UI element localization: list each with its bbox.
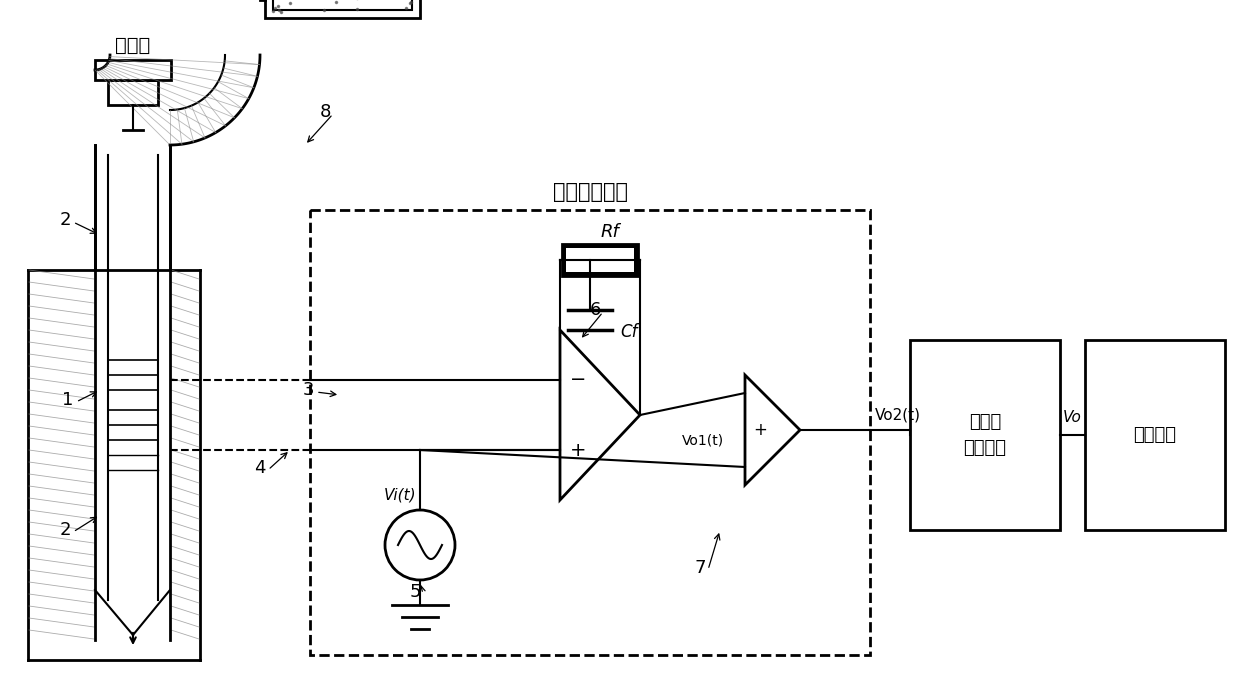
Text: 传感器: 传感器 [115,35,150,54]
Text: 2: 2 [60,521,71,539]
Text: 1: 1 [62,391,73,409]
Bar [910,340,1060,530]
Text: 3: 3 [303,381,314,399]
Text: Vo: Vo [1063,409,1083,424]
Text: 8: 8 [320,103,331,121]
Text: Vo1(t): Vo1(t) [682,433,724,447]
Text: 7: 7 [694,559,706,577]
Text: 有效值
测量单元: 有效值 测量单元 [963,413,1007,456]
Text: Vo2(t): Vo2(t) [875,407,921,422]
Bar [108,80,157,105]
Text: −: − [570,370,587,390]
Bar [310,210,870,655]
Text: 6: 6 [589,301,600,319]
Text: +: + [569,441,587,460]
Text: +: + [753,421,766,439]
Bar [1085,340,1225,530]
Text: Vi(t): Vi(t) [383,488,417,503]
Text: 计算单元: 计算单元 [1133,426,1177,444]
Text: 4: 4 [254,459,265,477]
Text: Cf: Cf [620,323,637,341]
Bar [562,244,639,276]
Bar [565,248,634,272]
Text: 5: 5 [409,583,420,601]
Text: 2: 2 [60,211,71,229]
Bar [265,0,420,18]
Bar [94,60,171,80]
Text: 信号处理单元: 信号处理单元 [553,182,627,202]
Bar [273,0,412,10]
Text: Rf: Rf [600,223,620,241]
